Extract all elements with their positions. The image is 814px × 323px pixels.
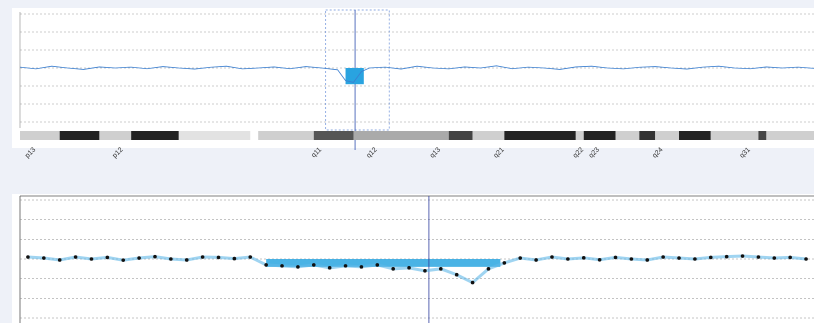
data-point <box>216 255 221 260</box>
ideogram-band <box>655 131 680 140</box>
data-point <box>391 267 395 271</box>
band-label: q12 <box>366 146 379 159</box>
data-point <box>708 255 713 260</box>
ideogram-band <box>710 131 759 140</box>
data-point <box>121 258 126 262</box>
data-point <box>280 264 284 268</box>
band-label: q24 <box>651 146 664 159</box>
data-point <box>486 267 491 271</box>
ideogram-band <box>313 131 354 140</box>
data-point <box>613 255 618 260</box>
band-label: q11 <box>310 146 323 159</box>
data-point <box>439 267 443 271</box>
ideogram-band <box>258 131 314 140</box>
ideogram-band <box>99 131 132 140</box>
data-point <box>454 272 459 277</box>
band-label: q31 <box>739 146 752 159</box>
data-point <box>661 255 665 259</box>
data-point <box>407 266 411 270</box>
trend-line <box>27 254 807 285</box>
data-point <box>105 255 110 260</box>
data-point <box>200 255 205 259</box>
ideogram-band <box>472 131 505 140</box>
ideogram-band <box>178 131 251 140</box>
data-point <box>597 257 602 262</box>
data-point <box>566 257 570 261</box>
data-point <box>470 280 475 285</box>
band-label: q22 <box>572 146 585 159</box>
trace-line <box>19 65 814 83</box>
ideogram-band <box>20 131 60 140</box>
data-point <box>137 256 141 260</box>
data-point <box>57 258 62 262</box>
band-label: q13 <box>429 146 442 159</box>
data-point <box>788 255 792 260</box>
data-point <box>756 255 761 259</box>
data-point <box>629 257 634 261</box>
data-point <box>804 257 808 261</box>
cnv-call <box>345 68 364 85</box>
ideogram-band <box>131 131 179 140</box>
data-point <box>343 264 348 268</box>
ideogram-band <box>639 131 656 140</box>
data-point <box>518 256 523 260</box>
ideogram-band <box>758 131 767 140</box>
data-point <box>359 265 364 269</box>
data-point <box>89 257 94 261</box>
data-point <box>423 269 427 273</box>
data-point <box>693 257 697 261</box>
data-point <box>772 256 777 260</box>
data-point <box>296 265 300 269</box>
data-point <box>311 263 316 267</box>
data-point <box>502 261 507 265</box>
band-label: q23 <box>588 146 601 159</box>
ideogram-band <box>353 131 449 140</box>
ideogram-band <box>59 131 100 140</box>
cnv-region <box>266 259 501 267</box>
data-point <box>677 256 681 260</box>
data-point <box>327 266 332 270</box>
ideogram-band <box>504 131 576 140</box>
ideogram-band <box>448 131 473 140</box>
band-label: p12 <box>111 146 124 159</box>
data-point <box>645 258 650 262</box>
data-point <box>740 254 745 258</box>
data-point <box>550 255 554 259</box>
data-point <box>153 254 157 259</box>
data-point <box>26 255 30 259</box>
band-label: p13 <box>24 146 37 159</box>
data-point <box>264 263 268 267</box>
data-point <box>232 256 237 261</box>
data-point <box>42 256 46 260</box>
data-point <box>724 254 729 259</box>
ideogram-band <box>583 131 616 140</box>
data-point <box>581 256 586 260</box>
ideogram-band <box>679 131 711 140</box>
data-point <box>375 263 380 267</box>
data-point <box>534 258 538 262</box>
data-point <box>169 257 173 261</box>
data-point <box>184 258 189 262</box>
data-point <box>73 255 78 259</box>
ideogram-band <box>615 131 640 140</box>
band-label: q21 <box>493 146 506 159</box>
data-point <box>248 255 253 259</box>
top-panel <box>12 8 814 148</box>
ideogram-band <box>766 131 814 140</box>
ideogram-band <box>575 131 584 140</box>
